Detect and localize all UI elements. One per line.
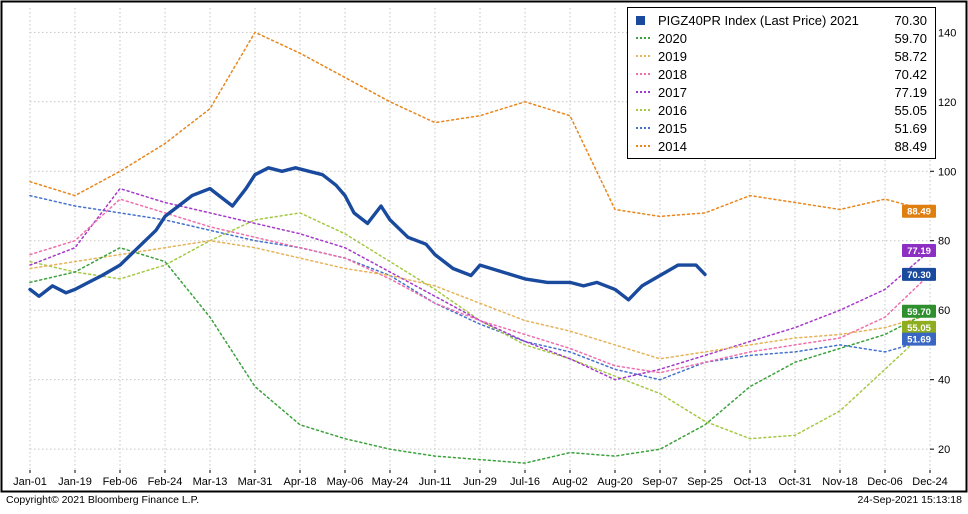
x-axis-label: Jan-01 — [13, 476, 47, 488]
last-price-badge — [902, 243, 936, 257]
copyright-text: Copyright© 2021 Bloomberg Finance L.P. — [6, 494, 200, 506]
x-axis-label: Aug-02 — [552, 476, 587, 488]
legend-label: 2015 — [658, 120, 687, 136]
chart-legend: PIGZ40PR Index (Last Price) 2021 70.30 202… — [627, 7, 936, 159]
x-axis-label: Jun-11 — [419, 476, 452, 488]
legend-swatch-2021-icon — [636, 15, 645, 25]
y-axis-label: 20 — [938, 444, 950, 456]
legend-value: 77.19 — [894, 84, 927, 100]
x-axis-label: Feb-06 — [103, 476, 138, 488]
y-axis-label: 100 — [938, 166, 956, 178]
y-axis-label: 140 — [938, 27, 956, 39]
legend-value: 88.49 — [894, 138, 927, 154]
legend-swatch-2020-icon — [636, 37, 650, 39]
x-axis-label: May-06 — [327, 476, 364, 488]
x-axis-label: Jul-16 — [510, 476, 540, 488]
last-price-badge — [902, 320, 936, 334]
x-axis-label: Dec-06 — [867, 476, 902, 488]
x-axis-label: Nov-18 — [822, 476, 857, 488]
last-price-badge — [902, 204, 936, 218]
legend-swatch-2016-icon — [636, 109, 650, 111]
legend-swatch-2017-icon — [636, 91, 650, 93]
y-axis-label: 80 — [938, 236, 950, 248]
legend-label: 2019 — [658, 48, 687, 64]
x-axis-label: Sep-25 — [687, 476, 722, 488]
legend-row-2019[interactable]: 2019 58.72 — [628, 47, 935, 65]
last-price-badge-text: 51.69 — [907, 335, 931, 346]
x-axis-label: Feb-24 — [148, 476, 183, 488]
y-axis-label: 60 — [938, 305, 950, 317]
chart-footer: Copyright© 2021 Bloomberg Finance L.P. 2… — [6, 494, 962, 506]
legend-value: 58.72 — [894, 48, 927, 64]
legend-row-2014[interactable]: 2014 88.49 — [628, 137, 935, 155]
x-axis-label: Jun-29 — [463, 476, 497, 488]
last-price-badge — [902, 267, 936, 281]
x-axis-label: Jan-19 — [58, 476, 92, 488]
series-line-2019 — [29, 239, 931, 360]
x-axis-label: Oct-31 — [778, 476, 811, 488]
x-axis-label: Oct-13 — [733, 476, 766, 488]
legend-swatch-2015-icon — [636, 127, 650, 129]
y-axis-label: 120 — [938, 97, 956, 109]
legend-label: PIGZ40PR Index (Last Price) 2021 — [658, 12, 859, 28]
legend-label: 2018 — [658, 66, 687, 82]
timestamp-text: 24-Sep-2021 15:13:18 — [857, 494, 962, 506]
x-axis-label: Aug-20 — [597, 476, 632, 488]
legend-label: 2017 — [658, 84, 687, 100]
series-line-2020 — [29, 246, 931, 464]
legend-row-2017[interactable]: 2017 77.19 — [628, 83, 935, 101]
legend-label: 2016 — [658, 102, 687, 118]
x-axis-label: Mar-13 — [193, 476, 228, 488]
last-price-badge-text: 70.30 — [907, 270, 931, 281]
x-axis-label: May-24 — [372, 476, 409, 488]
legend-value: 55.05 — [894, 102, 927, 118]
legend-row-2020[interactable]: 2020 59.70 — [628, 29, 935, 47]
y-axis-label: 40 — [938, 375, 950, 387]
x-axis-label: Sep-07 — [642, 476, 677, 488]
series-line-2021 — [28, 166, 707, 302]
last-price-badge — [902, 332, 936, 346]
series-line-2014 — [29, 31, 931, 218]
x-axis-label: Apr-18 — [283, 476, 316, 488]
legend-swatch-2018-icon — [636, 73, 650, 75]
legend-value: 51.69 — [894, 120, 927, 136]
last-price-badge-text: 77.19 — [907, 246, 931, 257]
legend-value: 59.70 — [894, 30, 927, 46]
x-axis-label: Dec-24 — [912, 476, 947, 488]
legend-row-2018[interactable]: 2018 70.42 — [628, 65, 935, 83]
legend-swatch-2019-icon — [636, 55, 650, 57]
last-price-badge-text: 59.70 — [907, 307, 931, 318]
legend-value: 70.30 — [894, 12, 927, 28]
series-line-2018 — [29, 198, 931, 374]
x-axis-label: Mar-31 — [238, 476, 273, 488]
legend-value: 70.42 — [894, 66, 927, 82]
legend-row-2015[interactable]: 2015 51.69 — [628, 119, 935, 137]
legend-label: 2014 — [658, 138, 687, 154]
last-price-badge-text: 88.49 — [907, 207, 931, 218]
legend-swatch-2014-icon — [636, 145, 650, 147]
last-price-badge — [902, 304, 936, 318]
legend-row-2016[interactable]: 2016 55.05 — [628, 101, 935, 119]
legend-row-2021[interactable]: PIGZ40PR Index (Last Price) 2021 70.30 — [628, 11, 935, 29]
chart-frame — [0, 0, 968, 493]
last-price-badge-text: 55.05 — [907, 323, 931, 334]
legend-label: 2020 — [658, 30, 687, 46]
series-line-2015 — [29, 194, 931, 381]
